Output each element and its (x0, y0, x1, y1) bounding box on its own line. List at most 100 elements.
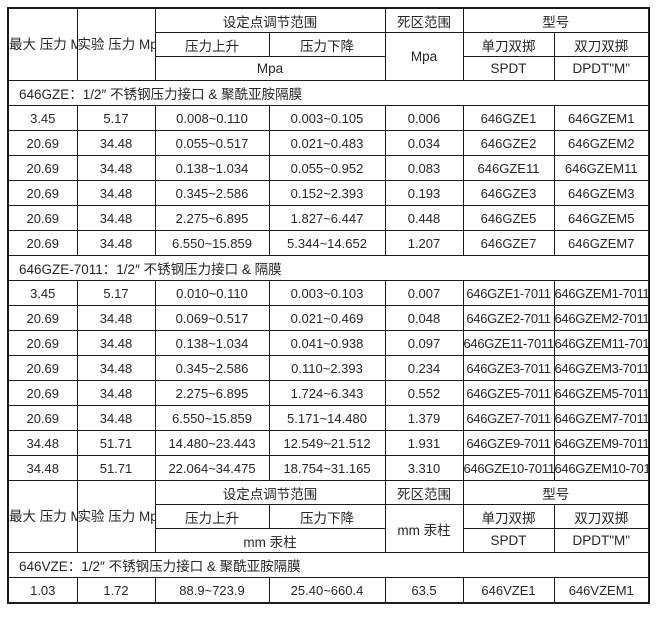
table-row: 3.45 5.17 0.010~0.110 0.003~0.103 0.007 646GZ… (7, 280, 650, 306)
data-cell: 1.72 (76, 577, 156, 604)
data-cell: 20.69 (7, 130, 78, 156)
data-cell: 34.48 (76, 405, 156, 431)
data-cell: 0.138~1.034 (154, 155, 270, 181)
data-cell: 0.234 (384, 355, 464, 381)
header-pressure-rise: 压力上升 (154, 504, 270, 529)
data-cell: 0.003~0.105 (268, 105, 386, 131)
data-cell: 5.344~14.652 (268, 230, 386, 256)
data-cell: 646GZE3-7011 (462, 355, 555, 381)
data-cell: 0.055~0.517 (154, 130, 270, 156)
header-dpdt-en: DPDT"M" (553, 56, 650, 81)
data-cell: 2.275~6.895 (154, 380, 270, 406)
data-cell: 0.097 (384, 330, 464, 356)
table-row: 1.03 1.72 88.9~723.9 25.40~660.4 63.5 646VZE1… (7, 577, 650, 604)
header-deadband-unit: Mpa (384, 32, 464, 81)
data-cell: 0.069~0.517 (154, 305, 270, 331)
header-setpoint-unit: Mpa (154, 56, 386, 81)
header-dpdt-cn: 双刀双掷 (553, 32, 650, 57)
data-cell: 646GZEM2 (553, 130, 650, 156)
data-cell: 3.45 (7, 280, 78, 306)
data-cell: 646GZEM7 (553, 230, 650, 256)
data-cell: 20.69 (7, 355, 78, 381)
section-title-row: 646GZE-7011：1/2″ 不锈钢压力接口 & 隔膜 (7, 255, 650, 281)
data-cell: 0.048 (384, 305, 464, 331)
pressure-switch-spec-table: 最大 压力 Mpa实验 压力 Mpa设定点调节范围死区范围型号压力上升压力下降M… (7, 7, 650, 604)
data-cell: 5.171~14.480 (268, 405, 386, 431)
data-cell: 34.48 (76, 205, 156, 231)
data-cell: 0.003~0.103 (268, 280, 386, 306)
data-cell: 2.275~6.895 (154, 205, 270, 231)
table-row: 3.45 5.17 0.008~0.110 0.003~0.105 0.006 646GZ… (7, 105, 650, 131)
data-cell: 5.17 (76, 105, 156, 131)
data-cell: 0.008~0.110 (154, 105, 270, 131)
header-max-pressure: 最大 压力 Mpa (7, 7, 78, 81)
data-cell: 1.724~6.343 (268, 380, 386, 406)
data-cell: 63.5 (384, 577, 464, 604)
data-cell: 12.549~21.512 (268, 430, 386, 456)
header-setpoint-range: 设定点调节范围 (154, 7, 386, 33)
data-cell: 20.69 (7, 155, 78, 181)
data-cell: 0.345~2.586 (154, 180, 270, 206)
data-cell: 646GZE1-7011 (462, 280, 555, 306)
data-cell: 20.69 (7, 380, 78, 406)
data-cell: 3.310 (384, 455, 464, 481)
data-cell: 646GZEM3-7011 (553, 355, 650, 381)
data-cell: 20.69 (7, 205, 78, 231)
data-cell: 0.021~0.483 (268, 130, 386, 156)
data-cell: 646GZE9-7011 (462, 430, 555, 456)
data-cell: 22.064~34.475 (154, 455, 270, 481)
data-cell: 34.48 (76, 305, 156, 331)
section-title: 646GZE：1/2″ 不锈钢压力接口 & 聚酰亚胺隔膜 (7, 80, 650, 106)
data-cell: 51.71 (76, 455, 156, 481)
data-cell: 0.138~1.034 (154, 330, 270, 356)
header-spdt-cn: 单刀双掷 (462, 504, 555, 529)
data-cell: 646VZE1 (462, 577, 555, 604)
header-spdt-en: SPDT (462, 528, 555, 553)
table-header-row: 最大 压力 Mpa实验 压力 Mpa设定点调节范围死区范围型号 (7, 7, 650, 81)
data-cell: 5.17 (76, 280, 156, 306)
header-max-pressure: 最大 压力 Mpa (7, 480, 78, 553)
data-cell: 1.827~6.447 (268, 205, 386, 231)
data-cell: 0.552 (384, 380, 464, 406)
data-cell: 34.48 (76, 155, 156, 181)
data-cell: 646GZE11 (462, 155, 555, 181)
data-cell: 88.9~723.9 (154, 577, 270, 604)
header-deadband-range: 死区范围 (384, 480, 464, 505)
table-row: 20.69 34.48 0.345~2.586 0.110~2.393 0.234 646… (7, 355, 650, 381)
data-cell: 646GZE5-7011 (462, 380, 555, 406)
data-cell: 0.345~2.586 (154, 355, 270, 381)
data-cell: 646GZEM5 (553, 205, 650, 231)
data-cell: 0.448 (384, 205, 464, 231)
data-cell: 0.055~0.952 (268, 155, 386, 181)
data-cell: 646GZEM7-7011 (553, 405, 650, 431)
data-cell: 34.48 (76, 130, 156, 156)
header-pressure-fall: 压力下降 (268, 32, 386, 57)
data-cell: 6.550~15.859 (154, 230, 270, 256)
data-cell: 0.006 (384, 105, 464, 131)
data-cell: 646GZEM11 (553, 155, 650, 181)
header-test-pressure: 实验 压力 Mpa (76, 7, 156, 81)
data-cell: 646GZE1 (462, 105, 555, 131)
data-cell: 646GZEM1 (553, 105, 650, 131)
header-dpdt-cn: 双刀双掷 (553, 504, 650, 529)
table-row: 20.69 34.48 0.138~1.034 0.055~0.952 0.083 646… (7, 155, 650, 181)
data-cell: 34.48 (7, 455, 78, 481)
section-title: 646GZE-7011：1/2″ 不锈钢压力接口 & 隔膜 (7, 255, 650, 281)
header-dpdt-en: DPDT"M" (553, 528, 650, 553)
table-row: 20.69 34.48 6.550~15.859 5.344~14.652 1.207 6… (7, 230, 650, 256)
table-header-row: 最大 压力 Mpa实验 压力 Mpa设定点调节范围死区范围型号 (7, 480, 650, 553)
data-cell: 0.034 (384, 130, 464, 156)
data-cell: 0.083 (384, 155, 464, 181)
data-cell: 1.03 (7, 577, 78, 604)
table-row: 20.69 34.48 6.550~15.859 5.171~14.480 1.379 6… (7, 405, 650, 431)
table-header-row: Mpa SPDT DPDT"M" (8, 56, 650, 81)
data-cell: 0.010~0.110 (154, 280, 270, 306)
data-cell: 646GZEM10-7011 (553, 455, 650, 481)
data-cell: 646GZEM11-7011 (553, 330, 650, 356)
table-header-row: 压力上升 压力下降 mm 汞柱 单刀双掷 双刀双掷 (8, 504, 650, 553)
data-cell: 25.40~660.4 (268, 577, 386, 604)
data-cell: 646GZEM3 (553, 180, 650, 206)
data-cell: 646GZE2-7011 (462, 305, 555, 331)
section-title-row: 646VZE：1/2″ 不锈钢压力接口 & 聚酰亚胺隔膜 (7, 552, 650, 578)
data-cell: 646GZE7 (462, 230, 555, 256)
